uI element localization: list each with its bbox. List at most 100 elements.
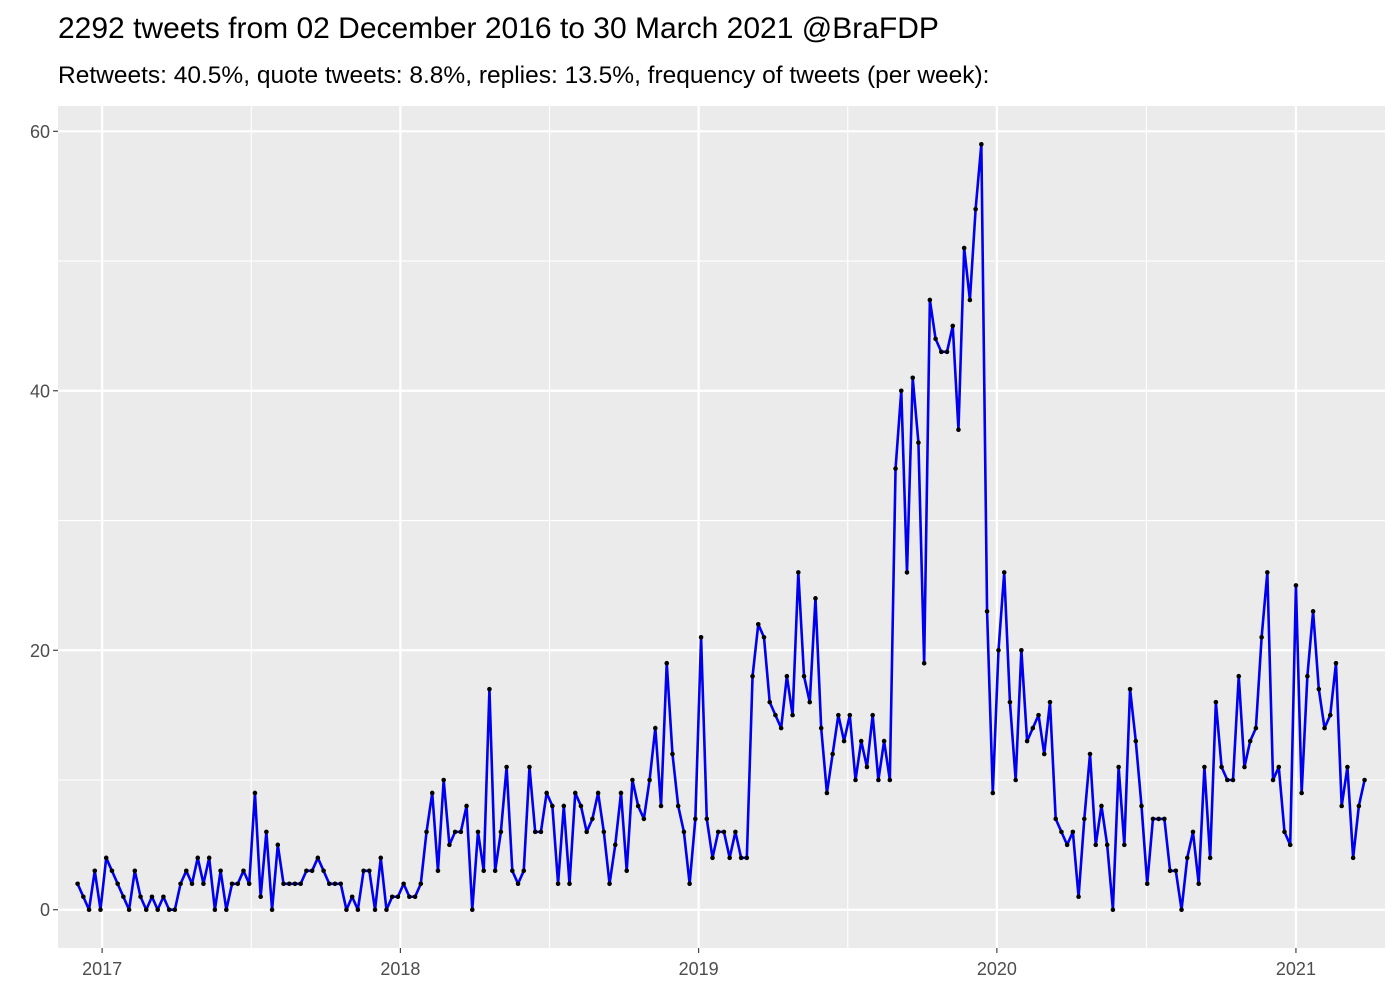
x-tick-label: 2017 bbox=[82, 959, 122, 979]
data-point bbox=[481, 868, 487, 874]
data-point bbox=[189, 881, 195, 887]
data-point bbox=[441, 777, 446, 783]
data-point bbox=[246, 881, 252, 887]
data-point bbox=[847, 712, 853, 718]
data-point bbox=[864, 764, 870, 770]
data-point bbox=[143, 907, 149, 913]
data-point bbox=[1305, 673, 1310, 679]
data-point bbox=[755, 622, 761, 627]
data-point bbox=[86, 907, 92, 913]
data-point bbox=[807, 699, 813, 705]
data-point bbox=[635, 803, 641, 809]
data-point bbox=[561, 803, 567, 809]
data-point bbox=[452, 829, 458, 835]
series-line bbox=[76, 142, 1366, 912]
data-point bbox=[172, 907, 178, 913]
data-point bbox=[1150, 816, 1156, 822]
x-tick-label: 2020 bbox=[977, 959, 1017, 979]
data-point bbox=[510, 868, 515, 874]
data-point bbox=[1247, 738, 1253, 744]
data-point bbox=[904, 570, 910, 575]
data-point bbox=[103, 855, 109, 861]
data-point bbox=[1350, 855, 1356, 861]
plot-panel bbox=[58, 106, 1385, 948]
data-point bbox=[1099, 803, 1104, 809]
data-point bbox=[1047, 699, 1053, 705]
data-point bbox=[212, 907, 218, 913]
data-point bbox=[961, 245, 967, 251]
data-point bbox=[332, 881, 338, 887]
data-point bbox=[801, 673, 807, 679]
data-point bbox=[458, 829, 464, 835]
data-point bbox=[1139, 803, 1144, 809]
data-point bbox=[281, 881, 286, 887]
data-point bbox=[229, 881, 235, 887]
data-point bbox=[767, 699, 773, 705]
points-layer bbox=[75, 141, 1367, 913]
data-point bbox=[109, 868, 115, 874]
data-point bbox=[584, 829, 589, 835]
data-point bbox=[178, 881, 183, 887]
data-point bbox=[715, 829, 721, 835]
data-point bbox=[1024, 738, 1030, 744]
data-point bbox=[916, 440, 921, 445]
data-point bbox=[304, 868, 309, 874]
data-point bbox=[990, 790, 996, 796]
data-point bbox=[1276, 764, 1282, 770]
data-point bbox=[1310, 609, 1316, 614]
data-point bbox=[790, 712, 795, 718]
data-point bbox=[967, 297, 973, 303]
data-point bbox=[298, 881, 303, 887]
data-point bbox=[1270, 777, 1276, 783]
data-point bbox=[321, 868, 326, 874]
data-point bbox=[161, 894, 166, 900]
series-layer bbox=[76, 142, 1366, 912]
data-point bbox=[1173, 868, 1179, 874]
data-point bbox=[973, 206, 978, 212]
data-point bbox=[1207, 855, 1213, 861]
data-point bbox=[1322, 725, 1327, 731]
data-point bbox=[853, 777, 858, 783]
data-point bbox=[1339, 803, 1344, 809]
data-point bbox=[544, 790, 549, 796]
data-point bbox=[201, 881, 206, 887]
data-point bbox=[121, 894, 126, 900]
y-axis: 0 20 40 60 bbox=[30, 122, 58, 920]
data-point bbox=[733, 829, 738, 835]
chart-title: 2292 tweets from 02 December 2016 to 30 … bbox=[58, 12, 939, 45]
data-point bbox=[675, 803, 681, 809]
data-point bbox=[876, 777, 881, 783]
data-point bbox=[1076, 894, 1081, 900]
data-point bbox=[183, 868, 189, 874]
data-point bbox=[367, 868, 372, 874]
data-point bbox=[166, 907, 172, 913]
data-point bbox=[698, 634, 704, 640]
data-point bbox=[401, 881, 406, 887]
data-point bbox=[996, 647, 1001, 653]
data-point bbox=[412, 894, 418, 900]
data-point bbox=[75, 881, 80, 887]
data-point bbox=[898, 388, 904, 394]
data-point bbox=[1013, 777, 1018, 783]
data-point bbox=[630, 777, 635, 783]
data-point bbox=[893, 466, 898, 471]
data-point bbox=[241, 868, 246, 874]
data-point bbox=[618, 790, 624, 796]
data-point bbox=[761, 634, 767, 640]
data-point bbox=[384, 907, 389, 913]
data-point bbox=[1122, 842, 1127, 848]
data-point bbox=[206, 855, 212, 861]
data-point bbox=[418, 881, 424, 887]
data-point bbox=[1156, 816, 1161, 822]
data-point bbox=[979, 141, 984, 147]
data-point bbox=[252, 790, 258, 796]
data-point bbox=[258, 894, 263, 900]
data-point bbox=[750, 673, 755, 679]
data-point bbox=[647, 777, 652, 783]
data-point bbox=[1001, 570, 1007, 575]
data-point bbox=[607, 881, 612, 887]
data-point bbox=[933, 336, 938, 342]
data-point bbox=[693, 816, 698, 822]
data-point bbox=[641, 816, 647, 822]
